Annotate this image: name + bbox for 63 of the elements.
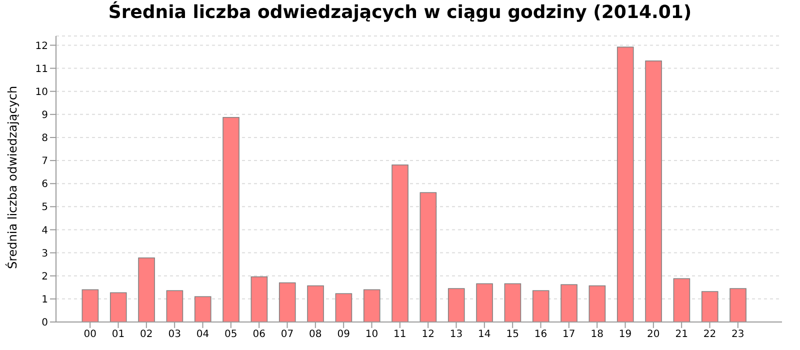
x-tick-label: 01 [112,329,125,340]
x-tick-label: 09 [337,329,350,340]
x-tick-label: 18 [590,329,604,340]
y-tick-label: 3 [42,248,48,260]
bar [363,289,380,322]
x-tick-label: 06 [252,329,266,340]
x-tick-label: 00 [84,329,96,340]
y-tick-label: 5 [42,202,48,214]
x-tick-label: 13 [450,329,463,340]
bar [616,46,634,322]
bar [504,283,522,322]
y-tick-label: 11 [35,64,48,75]
x-tick-label: 15 [506,329,519,340]
bar [278,282,296,322]
bar [335,293,352,322]
y-tick-label: 12 [35,40,48,52]
x-tick-label: 14 [478,329,491,340]
y-tick-label: 6 [42,179,48,190]
x-tick-label: 08 [309,329,322,340]
x-tick-label: 19 [618,329,632,340]
y-tick-label: 7 [42,156,48,168]
bar [138,257,155,322]
bar [645,60,662,322]
chart-title: Średnia liczba odwiedzających w ciągu godziny (2014.01) [107,0,693,25]
bar [307,285,324,322]
bar [82,289,99,322]
bar [110,292,127,322]
bar [250,276,268,322]
x-tick-label: 23 [732,329,744,340]
x-tick-label: 16 [534,329,548,340]
bar [560,284,578,322]
x-tick-label: 02 [140,329,153,340]
bar [448,288,465,322]
y-tick-label: 4 [42,225,48,236]
y-tick-label: 8 [42,133,48,144]
x-tick-label: 17 [562,329,576,340]
x-tick-label: 20 [647,329,660,340]
y-axis-title: Średnia liczba odwiedzających [4,86,20,269]
x-tick-label: 22 [703,329,716,340]
y-tick-label: 1 [42,294,48,306]
bar [222,117,240,322]
x-tick-label: 07 [280,329,294,340]
bar [420,192,437,322]
x-tick-label: 21 [675,329,688,340]
bar [730,288,746,322]
y-tick-label: 2 [42,271,48,282]
bar [588,285,606,322]
x-tick-label: 10 [365,329,378,340]
y-tick-label: 9 [42,110,48,121]
bar [392,164,408,322]
bar [476,283,493,322]
y-tick-label: 10 [35,86,48,98]
x-tick-label: 05 [224,329,238,340]
bar [166,290,184,322]
bar [701,291,718,322]
y-tick-label: 0 [42,318,48,329]
x-tick-label: 12 [422,329,434,340]
x-tick-label: 04 [196,329,210,340]
bar [673,278,690,322]
x-tick-label: 11 [394,329,406,340]
bar [194,296,212,322]
x-tick-label: 03 [168,329,181,340]
bar [532,290,550,322]
